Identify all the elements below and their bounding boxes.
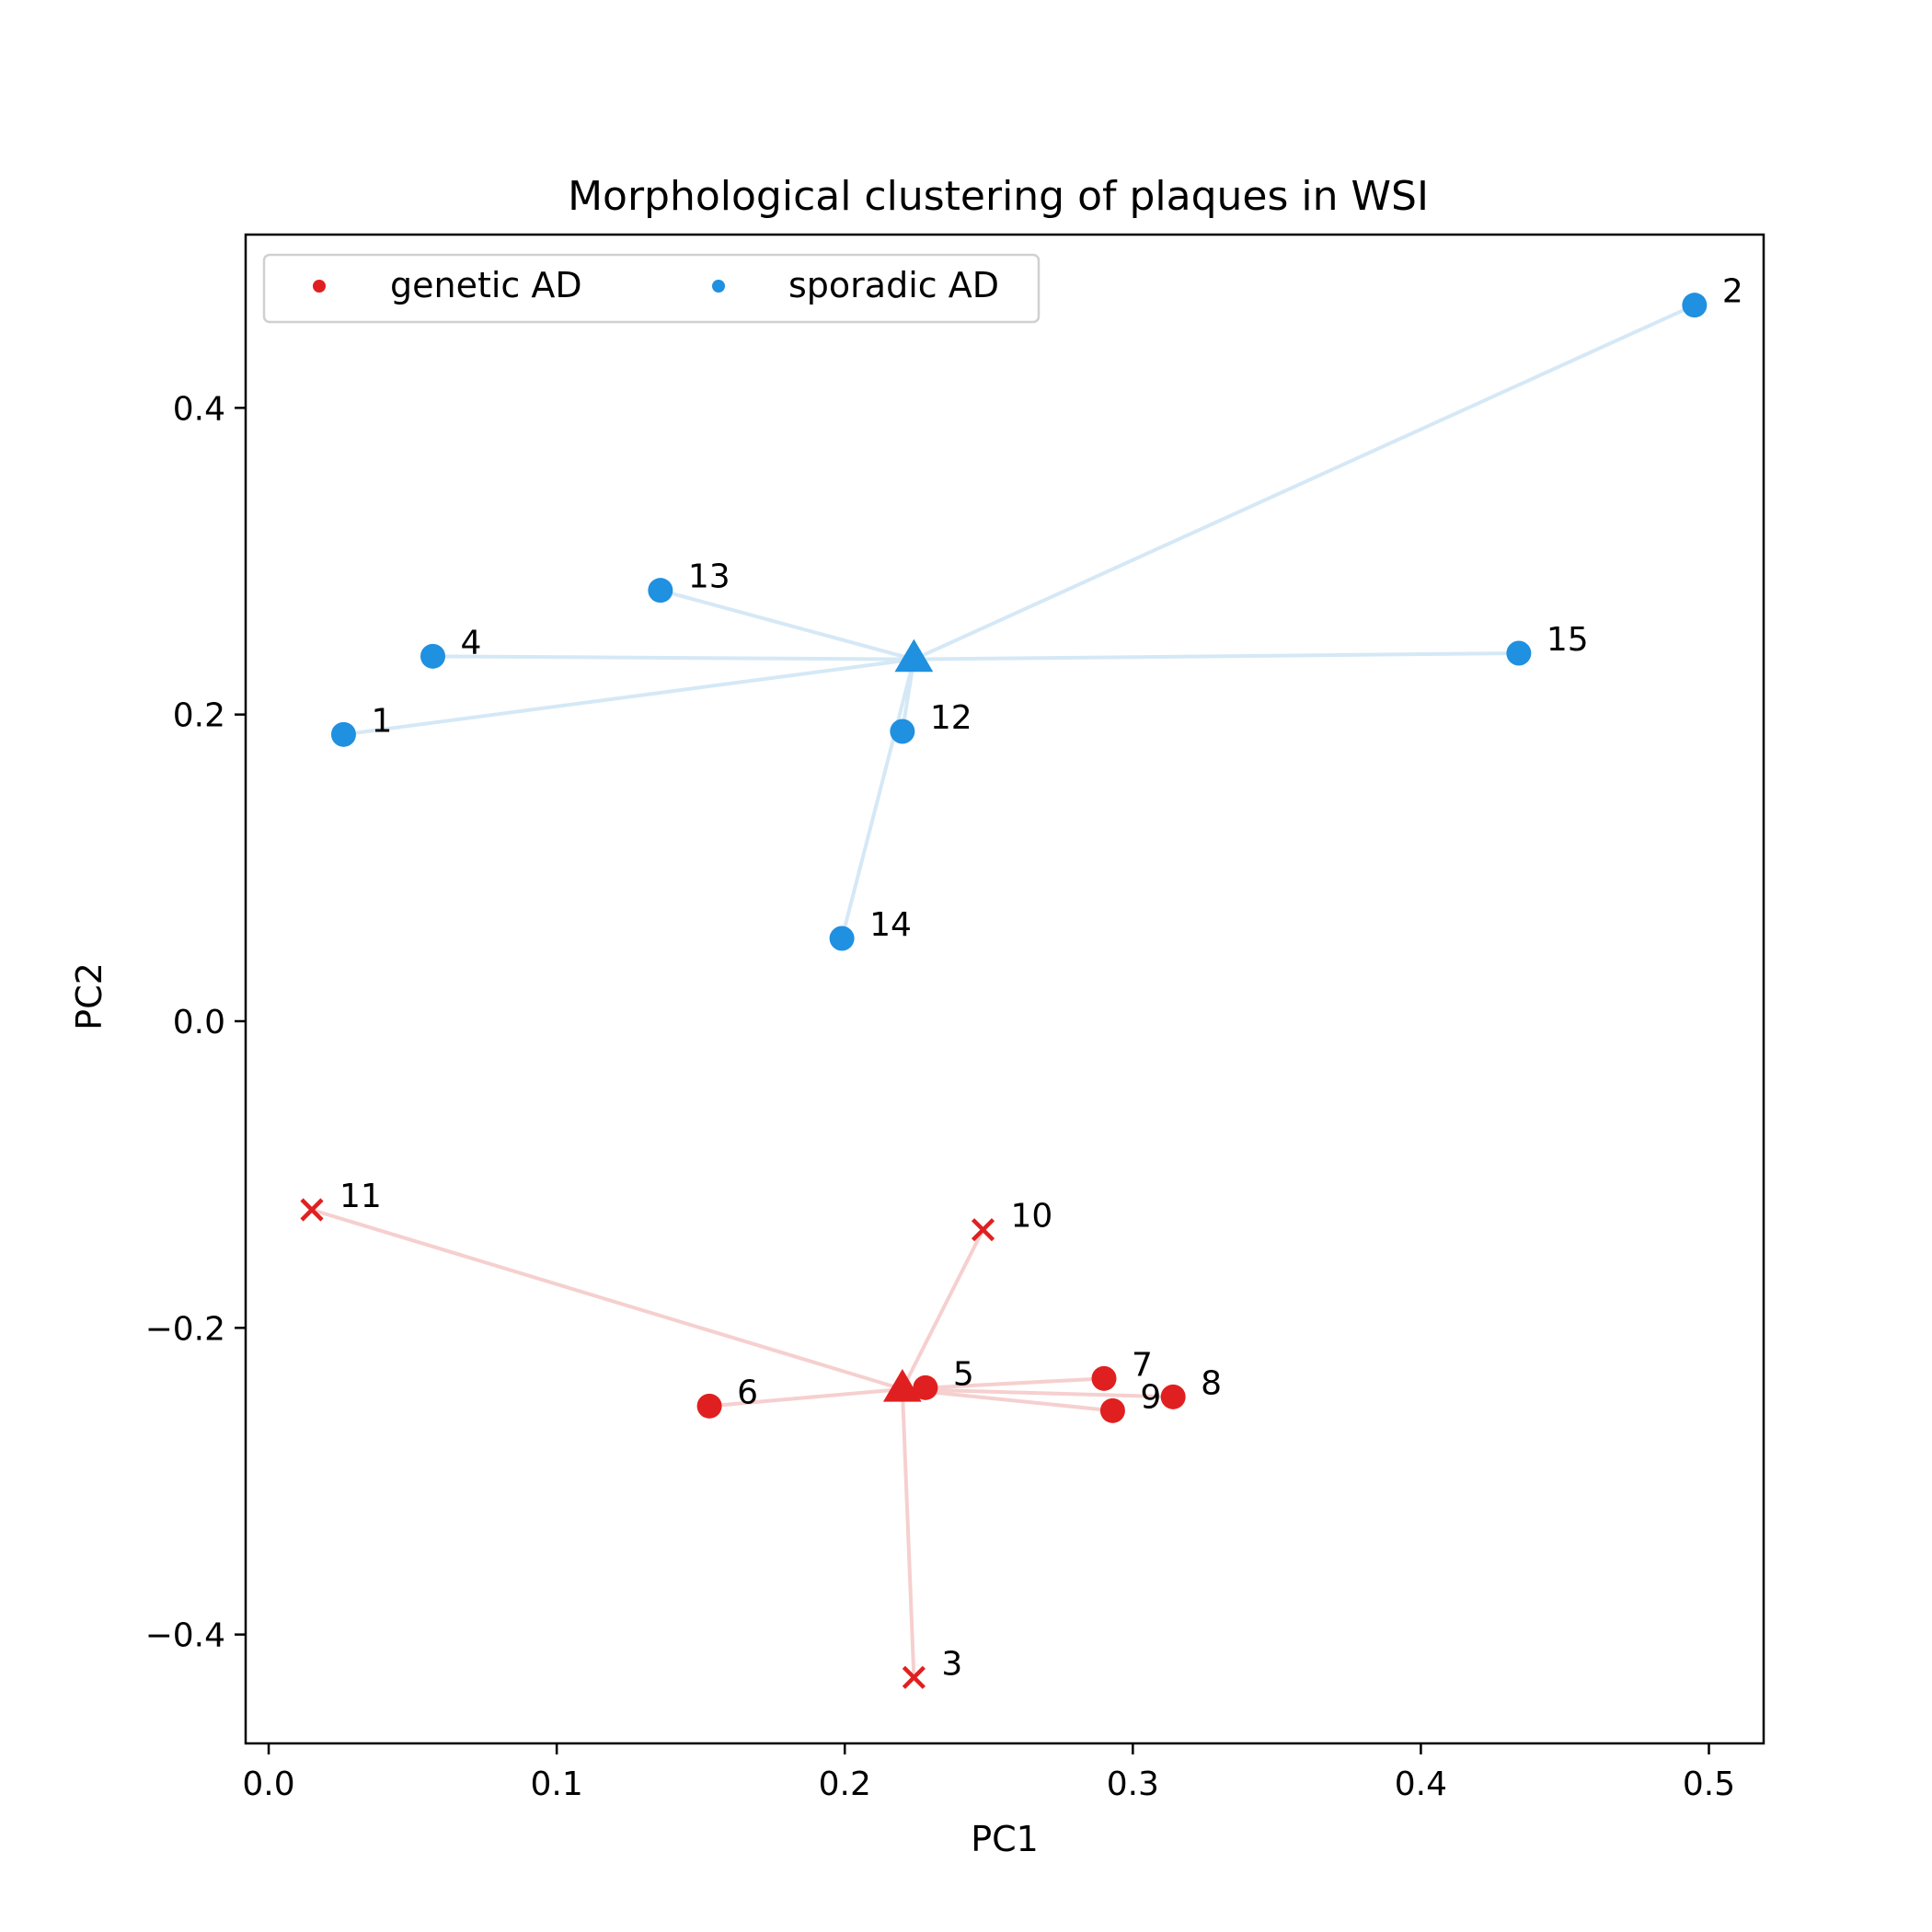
y-tick-label: 0.0 bbox=[173, 1004, 225, 1041]
point-marker bbox=[696, 1393, 722, 1419]
centroid-link bbox=[902, 1387, 1174, 1399]
cross-marker bbox=[300, 1198, 324, 1222]
centroid-link bbox=[913, 303, 1696, 661]
centroid-link bbox=[708, 1387, 903, 1409]
x-tick-label: 0.1 bbox=[531, 1765, 583, 1803]
point-label: 11 bbox=[339, 1178, 382, 1215]
y-tick-label: −0.2 bbox=[145, 1310, 225, 1348]
point-label: 8 bbox=[1201, 1364, 1222, 1402]
point-label: 1 bbox=[371, 702, 392, 740]
point-label: 6 bbox=[737, 1374, 758, 1411]
centroid-link bbox=[902, 1387, 1113, 1413]
legend-box bbox=[262, 253, 1041, 324]
legend-marker-sporadic bbox=[712, 280, 725, 293]
point-label: 3 bbox=[941, 1645, 962, 1683]
point-label: 13 bbox=[688, 558, 730, 596]
centroid-link bbox=[901, 1228, 985, 1390]
chart-title: Morphological clustering of plaques in W… bbox=[568, 173, 1429, 220]
cross-marker bbox=[902, 1665, 926, 1689]
point-marker bbox=[648, 578, 673, 604]
y-tick-label: −0.4 bbox=[145, 1617, 225, 1655]
point-label: 14 bbox=[869, 906, 912, 944]
point-label: 2 bbox=[1722, 273, 1743, 311]
point-label: 12 bbox=[930, 699, 972, 737]
centroid-link bbox=[343, 657, 914, 737]
centroid-links bbox=[311, 303, 1696, 1678]
centroid-link bbox=[660, 588, 914, 661]
cross-marker bbox=[971, 1218, 995, 1242]
point-marker bbox=[890, 719, 915, 744]
legend-label-genetic: genetic AD bbox=[390, 265, 582, 305]
point-marker bbox=[1091, 1365, 1117, 1391]
cross-stroke bbox=[971, 1218, 995, 1242]
centroid-marker bbox=[882, 1369, 922, 1402]
centroid-marker bbox=[894, 638, 934, 673]
x-tick-label: 0.5 bbox=[1683, 1765, 1735, 1803]
x-axis-label: PC1 bbox=[971, 1819, 1039, 1859]
cross-stroke bbox=[300, 1198, 324, 1222]
y-tick-label: 0.4 bbox=[173, 390, 225, 428]
y-tick-label: 0.2 bbox=[173, 697, 225, 735]
y-axis: −0.4 −0.2 0.0 0.2 0.4 bbox=[145, 390, 246, 1655]
point-marker bbox=[1099, 1397, 1125, 1423]
centroid-link bbox=[840, 659, 916, 939]
legend-label-sporadic: sporadic AD bbox=[788, 265, 999, 305]
point-label: 15 bbox=[1547, 621, 1589, 659]
point-marker bbox=[1160, 1384, 1186, 1409]
cross-stroke bbox=[902, 1665, 926, 1689]
legend: genetic AD sporadic AD bbox=[262, 253, 1041, 324]
centroid-link bbox=[900, 1388, 916, 1678]
point-label: 10 bbox=[1011, 1198, 1053, 1236]
point-marker bbox=[330, 721, 356, 747]
centroid-link bbox=[432, 654, 914, 661]
centroid-link bbox=[914, 651, 1519, 661]
centroid-link bbox=[311, 1208, 903, 1391]
point-marker bbox=[420, 643, 446, 669]
point-label: 5 bbox=[953, 1355, 974, 1393]
plot-frame bbox=[244, 233, 1765, 1745]
point-label: 4 bbox=[461, 624, 482, 661]
legend-marker-genetic bbox=[313, 280, 326, 293]
point-label: 9 bbox=[1140, 1378, 1161, 1416]
x-axis: 0.0 0.1 0.2 0.3 0.4 0.5 bbox=[242, 1743, 1735, 1803]
point-label: 7 bbox=[1132, 1346, 1153, 1384]
y-axis-label: PC2 bbox=[69, 962, 109, 1030]
point-marker bbox=[1682, 293, 1708, 318]
point-marker bbox=[829, 926, 855, 951]
point-marker bbox=[1506, 640, 1532, 666]
x-tick-label: 0.4 bbox=[1395, 1765, 1447, 1803]
data-markers bbox=[300, 293, 1708, 1689]
x-tick-label: 0.2 bbox=[819, 1765, 871, 1803]
x-tick-label: 0.3 bbox=[1107, 1765, 1159, 1803]
point-marker bbox=[913, 1374, 938, 1400]
x-tick-label: 0.0 bbox=[242, 1765, 294, 1803]
